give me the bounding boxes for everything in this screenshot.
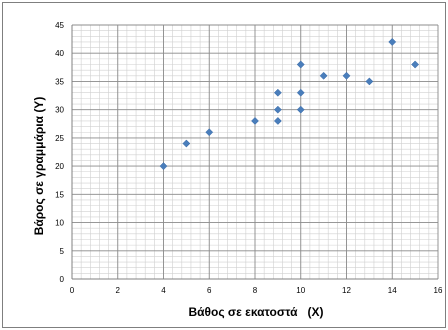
y-axis-title: Βάρος σε γραμμάρια (Y) (32, 97, 46, 236)
x-tick-label: 8 (253, 286, 258, 295)
data-point (273, 117, 282, 125)
data-points (159, 37, 420, 171)
x-tick-label: 4 (161, 286, 166, 295)
axes (71, 25, 438, 280)
data-point (411, 60, 420, 69)
scatter-chart: 0 2 4 6 8 10 12 14 16 0 5 10 15 20 25 30 35 40 45 Βάθος σε… (32, 21, 443, 319)
x-tick-label: 14 (388, 286, 397, 295)
y-tick-label: 35 (55, 77, 64, 86)
data-point (251, 117, 259, 125)
x-tick-label: 2 (116, 286, 121, 295)
y-tick-label: 40 (55, 49, 64, 58)
data-point (388, 37, 397, 46)
data-point (319, 71, 328, 80)
y-tick-label: 10 (55, 219, 64, 228)
y-tick-label: 5 (60, 247, 65, 256)
chart-area: 0 2 4 6 8 10 12 14 16 0 5 10 15 20 25 30 35 40 45 Βάθος σε… (2, 2, 446, 328)
y-tick-label: 15 (55, 190, 64, 199)
data-point (296, 88, 305, 97)
data-point (205, 128, 214, 137)
data-point (296, 60, 305, 69)
x-axis-title: Βάθος σε εκατοστά (X) (189, 305, 324, 319)
data-point (273, 88, 282, 97)
y-tick-label: 20 (55, 162, 64, 171)
data-point (182, 139, 191, 148)
x-tick-label: 10 (296, 286, 305, 295)
x-tick-label: 16 (434, 286, 443, 295)
data-point (159, 162, 168, 171)
x-tick-label: 12 (342, 286, 351, 295)
data-point (365, 77, 374, 86)
y-tick-label: 0 (60, 275, 65, 284)
data-point (296, 105, 305, 114)
data-point (342, 71, 351, 80)
x-tick-label: 0 (70, 286, 75, 295)
grid (71, 24, 439, 280)
y-tick-label: 45 (55, 21, 64, 30)
tick-labels: 0 2 4 6 8 10 12 14 16 0 5 10 15 20 25 30 35 40 45 (55, 21, 443, 295)
y-tick-label: 30 (55, 106, 64, 115)
y-tick-label: 25 (55, 134, 64, 143)
data-point (273, 105, 282, 114)
x-tick-label: 6 (207, 286, 212, 295)
